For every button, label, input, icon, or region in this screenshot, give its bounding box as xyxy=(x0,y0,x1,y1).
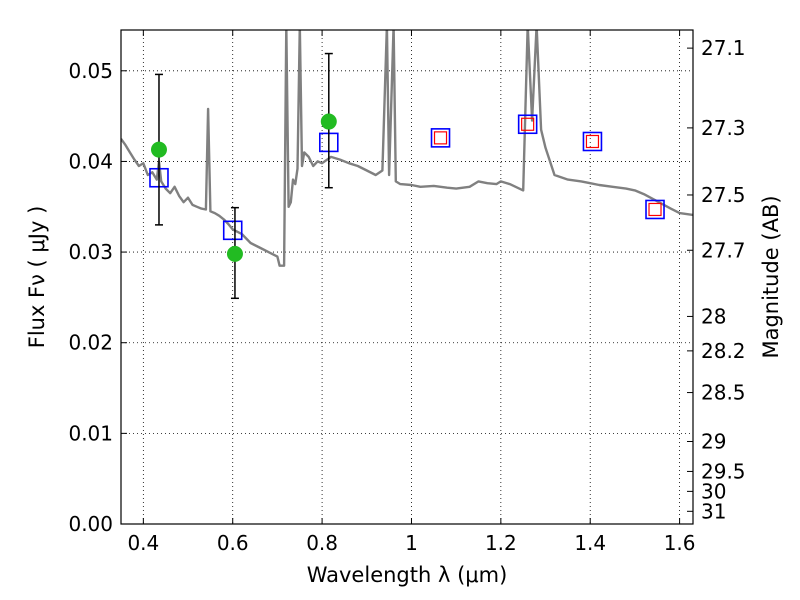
x-tick-label: 1.2 xyxy=(485,531,517,555)
model-photometry-point xyxy=(222,220,243,241)
observed-photometry-point xyxy=(150,141,167,158)
model-photometry-point xyxy=(582,131,603,152)
upper-limit-point xyxy=(521,117,535,131)
x-tick-label: 1.4 xyxy=(574,531,606,555)
upper-limit-point xyxy=(433,131,448,145)
observed-photometry-point xyxy=(226,245,243,262)
right-tick-label: 28.5 xyxy=(701,381,746,405)
right-tick-label: 31 xyxy=(701,499,726,523)
x-tick-label: 0.4 xyxy=(127,531,159,555)
model-spectrum-line xyxy=(121,30,693,267)
x-tick-label: 1.6 xyxy=(664,531,696,555)
x-axis-label: Wavelength λ (μm) xyxy=(307,563,508,587)
right-axis-label: Magnitude (AB) xyxy=(759,195,783,358)
plot-area xyxy=(121,30,693,300)
model-photometry-point xyxy=(645,199,665,220)
model-photometry-point xyxy=(517,114,538,135)
observed-photometry-point xyxy=(320,113,337,130)
x-tick-label: 0.8 xyxy=(306,531,338,555)
right-tick-label: 27.1 xyxy=(701,36,746,60)
y-tick-label: 0.04 xyxy=(68,149,113,173)
y-tick-label: 0.01 xyxy=(68,421,113,445)
x-tick-label: 1 xyxy=(405,531,418,555)
grid-lines xyxy=(121,30,693,525)
right-tick-label: 30 xyxy=(701,479,726,503)
y-axis-label: Flux Fν ( μJy ) xyxy=(25,206,49,349)
right-tick-label: 27.5 xyxy=(701,183,746,207)
y-tick-label: 0.00 xyxy=(68,512,113,536)
right-tick-label: 28 xyxy=(701,304,726,328)
y-tick-label: 0.03 xyxy=(68,240,113,264)
x-tick-label: 0.6 xyxy=(217,531,249,555)
right-tick-label: 29 xyxy=(701,430,726,454)
upper-limit-point xyxy=(648,202,662,217)
right-tick-label: 27.7 xyxy=(701,238,746,262)
right-tick-label: 28.2 xyxy=(701,339,746,363)
y-tick-label: 0.05 xyxy=(68,59,113,83)
right-tick-label: 27.3 xyxy=(701,116,746,140)
model-photometry-point xyxy=(430,128,451,148)
y-tick-label: 0.02 xyxy=(68,331,113,355)
axis-ticks: 0.4 0.6 0.8 1 1.2 1.4 1.6 0.00 0.01 0.02 0.03 0.04 0… xyxy=(68,30,746,555)
right-tick-label: 29.5 xyxy=(701,459,746,483)
upper-limit-point xyxy=(585,134,600,149)
plot-frame xyxy=(120,29,694,525)
